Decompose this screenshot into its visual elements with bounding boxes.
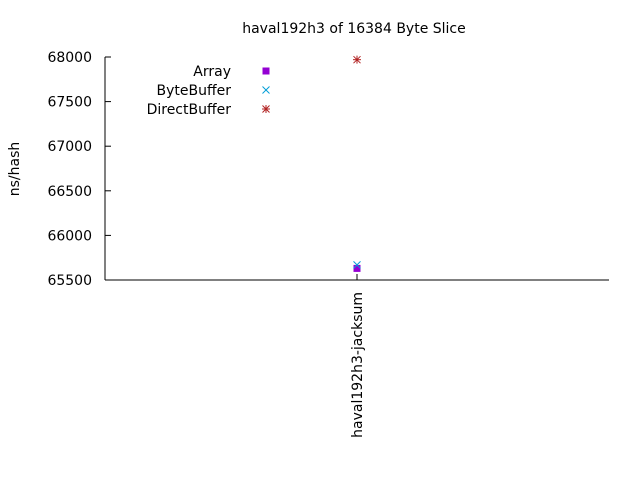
marker-stroke bbox=[262, 86, 270, 94]
marker-square bbox=[262, 67, 270, 75]
y-ticks: 65500 66000 66500 67000 67500 68000 bbox=[47, 50, 111, 289]
y-tick-label: 68000 bbox=[47, 50, 92, 66]
legend-label: DirectBuffer bbox=[147, 102, 232, 118]
data-point bbox=[353, 55, 361, 64]
marker-stroke bbox=[353, 260, 361, 269]
legend: Array ByteBuffer DirectBuffer bbox=[147, 64, 270, 118]
y-tick-label: 66000 bbox=[47, 228, 92, 244]
legend-marker bbox=[262, 67, 270, 75]
y-axis-label: ns/hash bbox=[7, 142, 23, 197]
marker-square bbox=[353, 264, 361, 272]
y-tick-label: 66500 bbox=[47, 184, 92, 200]
x-tick-label: haval192h3-jacksum bbox=[350, 292, 366, 438]
data-points bbox=[353, 55, 361, 272]
legend-marker bbox=[262, 86, 270, 94]
data-point bbox=[353, 260, 361, 269]
legend-label: Array bbox=[193, 64, 231, 80]
x-ticks: haval192h3-jacksum bbox=[350, 274, 366, 438]
y-tick-label: 67500 bbox=[47, 95, 92, 111]
y-tick-label: 65500 bbox=[47, 273, 92, 289]
legend-label: ByteBuffer bbox=[157, 83, 232, 99]
legend-marker bbox=[262, 105, 270, 113]
data-point bbox=[353, 264, 361, 272]
chart-title: haval192h3 of 16384 Byte Slice bbox=[242, 21, 466, 37]
y-tick-label: 67000 bbox=[47, 139, 92, 155]
